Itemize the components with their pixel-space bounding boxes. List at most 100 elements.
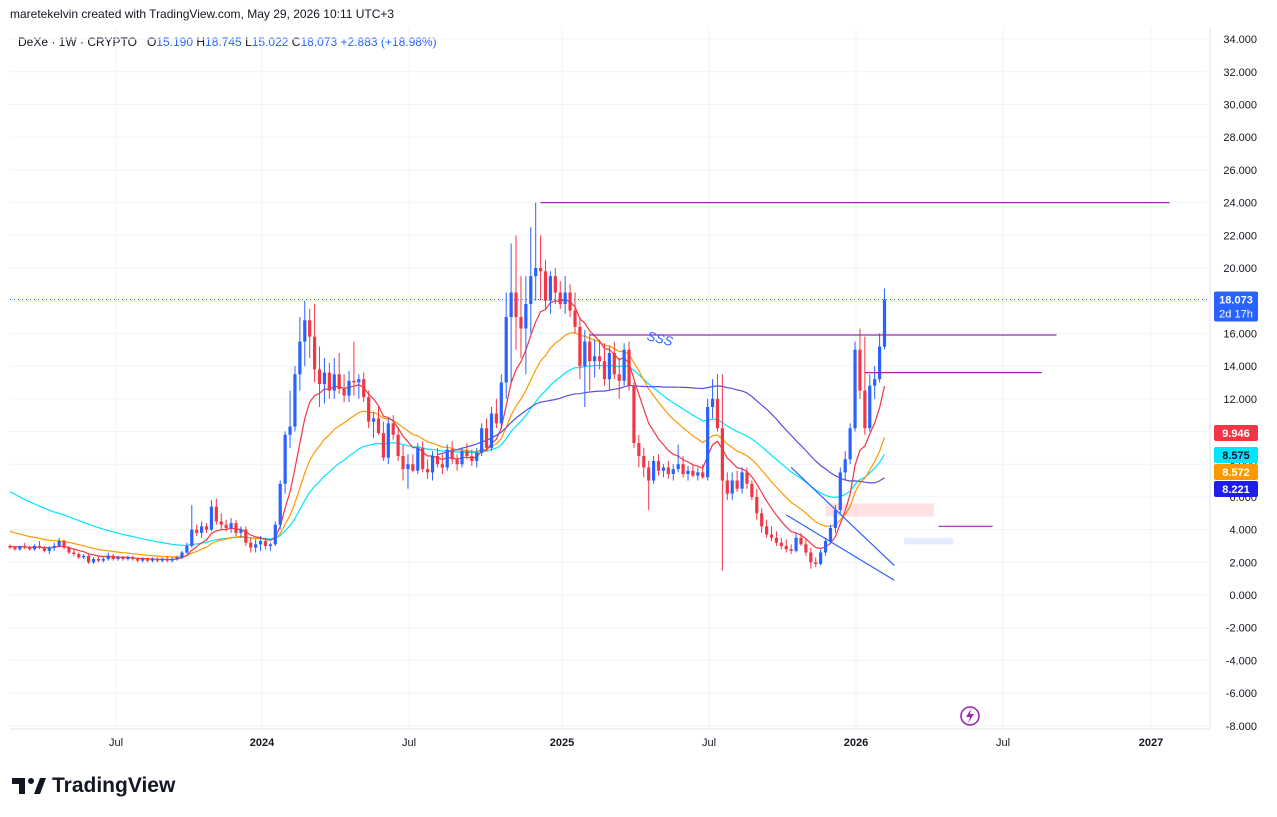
candle — [745, 467, 749, 489]
candle — [509, 243, 513, 383]
candle — [769, 526, 774, 542]
candle-body — [642, 456, 646, 468]
candle-body — [843, 459, 847, 473]
y-tick-label: 22.000 — [1223, 230, 1257, 242]
candle-body — [258, 541, 263, 545]
candle — [583, 330, 587, 407]
candle — [455, 454, 459, 471]
demand-zone — [904, 537, 954, 545]
candle — [666, 460, 670, 479]
candle — [548, 271, 553, 314]
candle — [760, 508, 764, 533]
candle — [145, 557, 150, 563]
candle — [588, 333, 592, 391]
candle-body — [647, 467, 651, 481]
x-tick-label: 2024 — [250, 737, 275, 749]
y-tick-label: -6.000 — [1226, 688, 1257, 700]
candle — [499, 374, 503, 429]
sss-annotation: SSS — [646, 328, 675, 349]
candle-body — [288, 426, 292, 435]
candle-body — [760, 513, 764, 527]
axes: 34.000 32.000 30.000 28.000 26.000 24.000 22.0… — [10, 28, 1258, 749]
candle-body — [381, 433, 385, 458]
candle — [126, 555, 130, 561]
candle — [224, 519, 228, 532]
candle-body — [308, 320, 312, 337]
candle-body — [126, 557, 130, 560]
candle-body — [376, 418, 381, 434]
candle — [720, 374, 724, 571]
candle — [878, 333, 882, 383]
candle-body — [180, 552, 184, 558]
candle — [175, 555, 179, 561]
candle — [396, 428, 400, 461]
candle-body — [784, 545, 788, 550]
candle — [573, 292, 577, 334]
chart-credit: maretekelvin created with TradingView.co… — [10, 7, 395, 21]
candle-body — [848, 428, 852, 460]
candle-body — [671, 469, 675, 475]
chart-grid — [10, 28, 1210, 728]
candle — [430, 451, 435, 481]
candle — [617, 357, 621, 399]
candle — [371, 411, 376, 439]
candle-body — [278, 483, 282, 525]
candle — [558, 281, 562, 309]
candle-body — [136, 559, 140, 561]
candle — [411, 454, 415, 473]
candle — [111, 554, 115, 561]
candle-body — [730, 480, 734, 494]
candle-body — [514, 292, 518, 318]
channel-upper — [790, 467, 895, 567]
candle — [765, 519, 769, 538]
candle-body — [539, 268, 543, 272]
candle — [710, 379, 715, 419]
ma-red-line — [9, 298, 886, 561]
candle-body — [480, 428, 484, 453]
candle — [578, 317, 582, 380]
candle-body — [637, 442, 641, 457]
lightning-icon[interactable] — [960, 706, 980, 726]
candle-body — [524, 303, 528, 329]
candle-body — [745, 472, 749, 484]
candle-body — [804, 544, 808, 553]
candle — [82, 554, 86, 560]
candle-body — [494, 413, 498, 424]
candle — [858, 328, 862, 399]
candle-body — [450, 449, 454, 460]
candle — [77, 552, 81, 560]
tradingview-wordmark: TradingView — [52, 774, 176, 797]
candle-body — [612, 353, 616, 375]
candle — [200, 521, 204, 538]
candle-body — [656, 460, 661, 471]
candle — [809, 547, 813, 569]
candle — [219, 513, 223, 530]
candle-body — [106, 555, 110, 560]
candle-body — [37, 545, 42, 548]
candle-body — [519, 317, 523, 329]
candle — [676, 444, 680, 473]
y-tick-label: 4.000 — [1229, 525, 1257, 537]
candle — [249, 537, 253, 553]
candle — [180, 550, 184, 560]
candle-body — [18, 545, 22, 550]
candle — [28, 545, 32, 551]
candle — [416, 442, 420, 475]
candle — [347, 371, 351, 403]
ma-label-bg — [1214, 447, 1258, 463]
candle — [288, 390, 292, 448]
candle — [519, 276, 523, 358]
last-price-label-countdown: 2d 17h — [1219, 309, 1253, 321]
candle — [185, 542, 189, 555]
candle-body — [111, 555, 115, 560]
candle — [426, 459, 430, 479]
zones — [825, 503, 954, 545]
candle-body — [750, 483, 754, 497]
candle — [67, 545, 71, 555]
candle-body — [77, 554, 81, 558]
y-tick-label: 0.000 — [1229, 590, 1257, 602]
last-price-label: 18.073 — [1219, 295, 1253, 307]
candle — [838, 467, 842, 514]
candle-body — [676, 464, 680, 470]
